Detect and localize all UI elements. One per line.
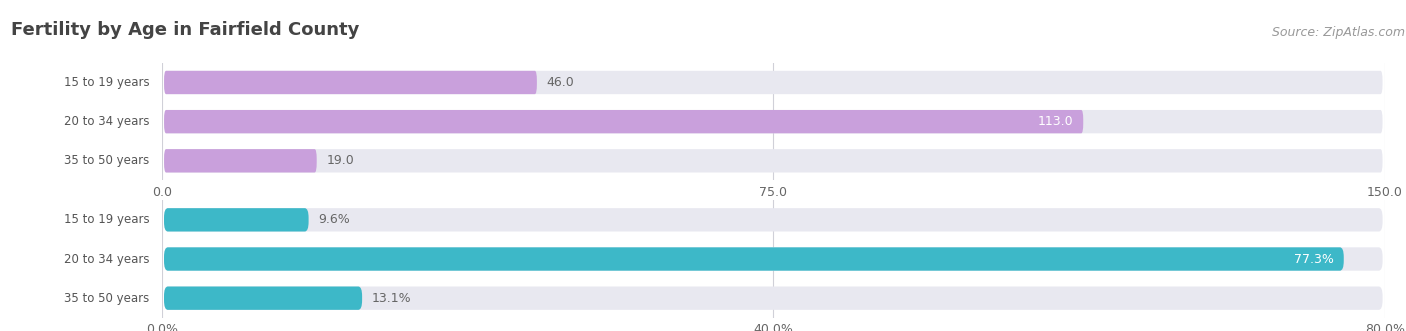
FancyBboxPatch shape	[165, 247, 1344, 271]
FancyBboxPatch shape	[165, 71, 537, 94]
FancyBboxPatch shape	[165, 71, 1382, 94]
Text: 9.6%: 9.6%	[318, 213, 350, 226]
FancyBboxPatch shape	[165, 287, 363, 310]
Text: 113.0: 113.0	[1038, 115, 1073, 128]
Text: 20 to 34 years: 20 to 34 years	[63, 253, 149, 265]
Text: 35 to 50 years: 35 to 50 years	[65, 154, 149, 167]
FancyBboxPatch shape	[165, 149, 316, 172]
Text: Fertility by Age in Fairfield County: Fertility by Age in Fairfield County	[11, 22, 360, 39]
Text: 35 to 50 years: 35 to 50 years	[65, 292, 149, 305]
FancyBboxPatch shape	[165, 149, 1382, 172]
Text: 13.1%: 13.1%	[371, 292, 412, 305]
FancyBboxPatch shape	[165, 247, 1382, 271]
Text: 15 to 19 years: 15 to 19 years	[63, 76, 149, 89]
Text: 77.3%: 77.3%	[1294, 253, 1334, 265]
FancyBboxPatch shape	[165, 110, 1083, 133]
FancyBboxPatch shape	[165, 208, 1382, 231]
FancyBboxPatch shape	[165, 208, 308, 231]
Text: 19.0: 19.0	[326, 154, 354, 167]
Text: 15 to 19 years: 15 to 19 years	[63, 213, 149, 226]
Text: Source: ZipAtlas.com: Source: ZipAtlas.com	[1271, 26, 1405, 39]
Text: 20 to 34 years: 20 to 34 years	[63, 115, 149, 128]
Text: 46.0: 46.0	[547, 76, 574, 89]
FancyBboxPatch shape	[165, 287, 1382, 310]
FancyBboxPatch shape	[165, 110, 1382, 133]
